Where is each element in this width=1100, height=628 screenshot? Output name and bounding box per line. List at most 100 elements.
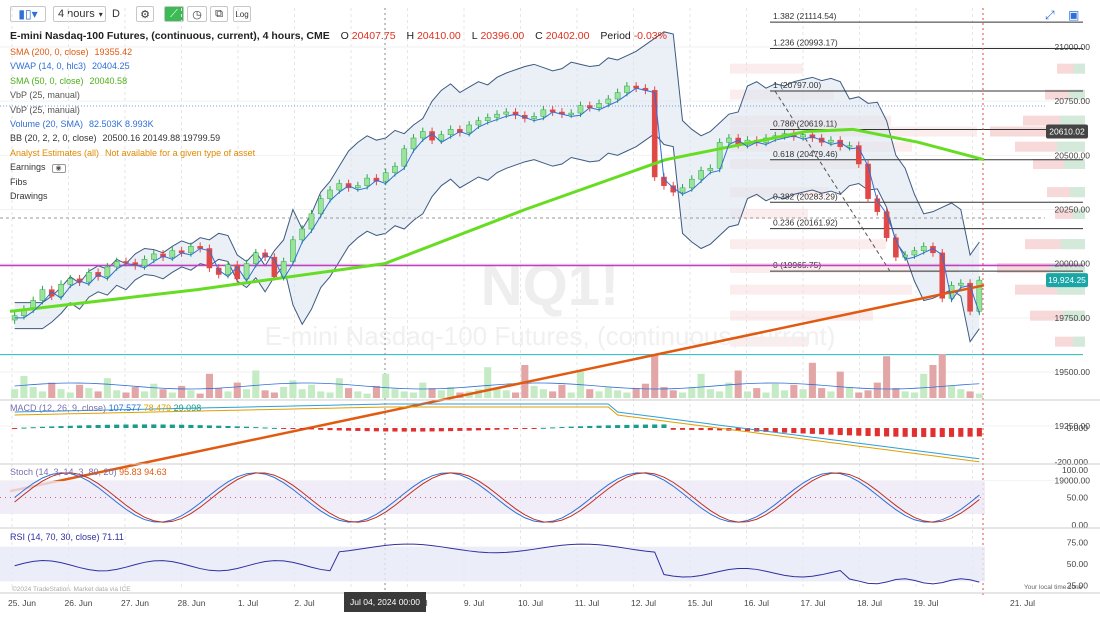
period-value: -0.03% <box>633 30 667 42</box>
volume-bar <box>391 389 399 398</box>
price-tick-label: 21000.00 <box>1055 42 1091 52</box>
macd-histogram-bar <box>596 425 602 428</box>
rsi-legend: RSI (14, 70, 30, close) 71.11 <box>10 532 124 542</box>
vbp-bar <box>1033 159 1085 169</box>
macd-histogram-bar <box>735 428 741 431</box>
fib-label: 1.236 (20993.17) <box>773 37 838 47</box>
volume-bar <box>140 391 149 398</box>
vbp-bar <box>730 284 912 295</box>
legend-item[interactable]: Drawings <box>10 189 667 203</box>
macd-histogram-bar <box>169 424 175 428</box>
macd-signal-line <box>14 406 980 463</box>
rsi-pane: 75.00 50.00 25.00 <box>0 527 1100 591</box>
volume-bar <box>558 384 566 398</box>
macd-histogram-bar <box>503 428 509 430</box>
camera-icon[interactable]: ▣ <box>1068 8 1080 22</box>
fib-trend-line <box>774 90 891 272</box>
volume-bar <box>799 389 807 398</box>
legend-item[interactable]: SMA (50, 0, close) 20040.58 <box>10 74 667 88</box>
volume-bar <box>307 384 316 398</box>
vbp-bar <box>1055 336 1085 347</box>
volume-bar <box>252 370 260 398</box>
macd-histogram-bar <box>707 428 713 431</box>
legend-item[interactable]: Volume (20, SMA) 82.503K 8.993K <box>10 117 667 131</box>
legend-item[interactable]: VWAP (14, 0, hlc3) 20404.25 <box>10 59 667 73</box>
chevron-down-icon: ▾ <box>98 9 103 19</box>
candle-body <box>215 267 222 275</box>
macd-histogram-bar <box>262 427 268 429</box>
vbp-bar <box>1069 187 1085 198</box>
legend-item[interactable]: VbP (25, manual) <box>10 88 667 102</box>
candle-body <box>958 282 964 286</box>
candle-body <box>540 109 547 117</box>
legend-item[interactable]: Analyst Estimates (all) Not available for… <box>10 146 667 160</box>
volume-bar <box>706 389 714 398</box>
candle-body <box>457 129 463 133</box>
date-tick-label: 12. Jul <box>631 598 656 608</box>
candle-body <box>243 263 250 280</box>
stoch-axis-label: 50.00 <box>1067 493 1089 503</box>
macd-histogram-bar <box>568 426 574 428</box>
macd-histogram-bar <box>958 428 964 437</box>
vbp-bar <box>1060 115 1085 126</box>
vbp-bar <box>997 263 1085 273</box>
volume-bar <box>678 392 687 398</box>
volume-bar <box>215 388 223 398</box>
date-tick-label: 2. Jul <box>294 598 314 608</box>
close-label: C <box>535 30 543 42</box>
macd-histogram-bar <box>902 428 908 437</box>
candle-body <box>327 189 333 199</box>
legend-item[interactable]: VbP (25, manual) <box>10 103 667 117</box>
macd-histogram-bar <box>234 426 240 428</box>
volume-bar <box>419 382 427 398</box>
legend-item[interactable]: Fibs <box>10 175 667 189</box>
vbp-bar <box>1057 284 1085 295</box>
vbp-bar <box>1073 63 1085 74</box>
expand-icon[interactable]: ⤢ <box>1045 8 1055 22</box>
volume-bar <box>428 388 436 398</box>
clock-icon[interactable]: ◷ <box>187 6 207 22</box>
bb-lower <box>14 132 980 343</box>
macd-histogram-bar <box>271 427 277 429</box>
indicator-legend: SMA (200, 0, close) 19355.42 VWAP (14, 0, … <box>10 45 667 203</box>
volume-bar <box>669 390 677 398</box>
volume-bar <box>836 371 844 398</box>
candle-body <box>670 185 677 193</box>
macd-value: 107.577 <box>108 403 142 413</box>
macd-histogram-bar <box>383 428 389 432</box>
gear-icon[interactable]: ⚙ <box>136 6 154 22</box>
stoch-d-line <box>14 472 980 523</box>
macd-histogram-bar <box>679 428 686 430</box>
macd-histogram-bar <box>577 426 584 428</box>
vbp-bar <box>1055 208 1085 219</box>
volume-bar <box>641 383 649 398</box>
close-value: 20402.00 <box>545 30 590 42</box>
candle-body <box>967 282 973 312</box>
candle-body <box>596 103 602 108</box>
eye-icon[interactable]: ◉ <box>51 164 66 174</box>
legend-item-name: SMA (50, 0, close) <box>10 75 84 86</box>
legend-item[interactable]: BB (20, 2, 2, 0, close) 20500.16 20149.88… <box>10 131 667 145</box>
volume-bar <box>604 387 612 398</box>
legend-item-name: SMA (200, 0, close) <box>10 47 89 57</box>
legend-item-value: 20404.25 <box>92 61 130 72</box>
candle-body <box>355 185 361 189</box>
legend-item[interactable]: Earnings ◉ <box>10 160 667 174</box>
interval-select[interactable]: 4 hours ▾ <box>53 6 106 22</box>
volume-bar <box>623 392 631 398</box>
macd-histogram-bar <box>717 428 723 431</box>
volume-bar <box>688 388 696 398</box>
stoch-value: 94.63 <box>144 467 167 477</box>
vbp-bar <box>1030 310 1085 321</box>
candle-body <box>698 170 704 180</box>
candlestick-icon[interactable]: ▮▯▾ <box>10 6 46 22</box>
compare-icon[interactable]: ⧉ <box>210 6 228 22</box>
legend-item[interactable]: SMA (200, 0, close) 19355.42 <box>10 45 667 59</box>
volume-bar <box>790 384 798 398</box>
macd-histogram-bar <box>206 425 212 428</box>
trend-tool-icon[interactable]: ⟋ <box>164 6 184 22</box>
vbp-bar <box>1015 141 1085 152</box>
period-button[interactable]: D <box>108 6 124 22</box>
macd-histogram-bar <box>281 428 287 429</box>
